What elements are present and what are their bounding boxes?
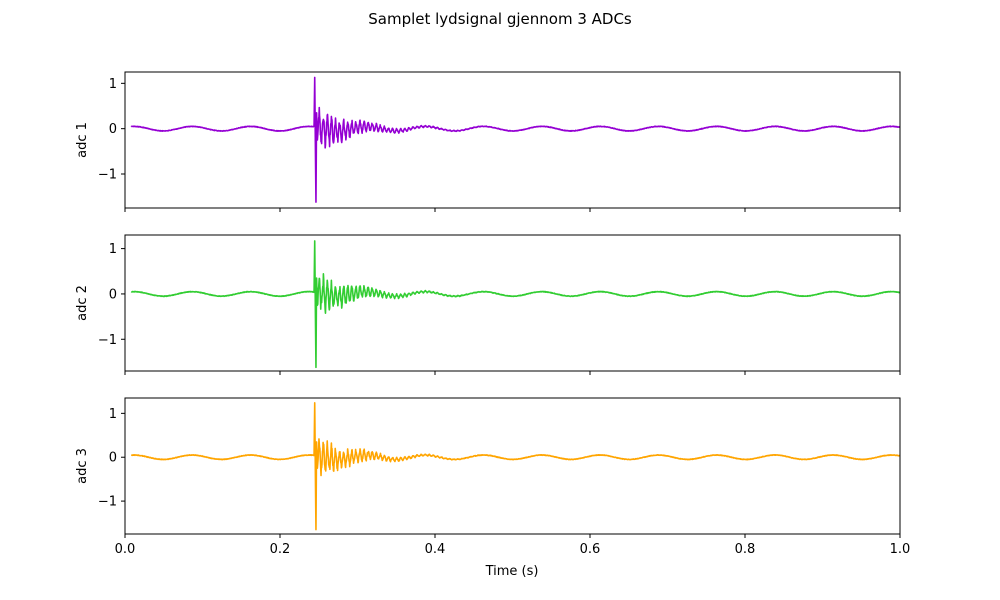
x-tick-label: 1.0 (890, 542, 911, 557)
figure-title: Samplet lydsignal gjennom 3 ADCs (368, 10, 632, 28)
subplot-1: 1 0 −1 adc 1 (75, 71, 901, 212)
subplot-2: 1 0 −1 adc 2 (75, 234, 901, 375)
series-line-adc-1 (130, 76, 901, 203)
y-tick-label: 0 (109, 122, 117, 137)
x-tick-label: 0.4 (425, 542, 446, 557)
y-tick-label: −1 (98, 495, 117, 510)
series-line-adc-3 (130, 402, 901, 531)
subplots: 1 0 −1 adc 1 1 0 −1 adc 2 1 0 −1 adc 3 0.0 0.2 0.4 0.6 0… (75, 71, 911, 557)
axes-frame (124, 397, 901, 535)
x-axis-label: Time (s) (485, 564, 539, 579)
y-axis-label: adc 3 (75, 448, 90, 484)
y-tick-label: −1 (98, 168, 117, 183)
y-axis-label: adc 2 (75, 285, 90, 321)
y-tick-label: 1 (109, 77, 117, 92)
y-tick-label: 1 (109, 407, 117, 422)
y-tick-label: 0 (109, 287, 117, 302)
y-tick-label: 0 (109, 451, 117, 466)
y-tick-label: 1 (109, 242, 117, 257)
x-tick-label: 0.0 (115, 542, 136, 557)
axes-frame (124, 234, 901, 372)
subplot-3: 1 0 −1 adc 3 0.0 0.2 0.4 0.6 0.8 1.0 (75, 397, 911, 557)
y-axis-label: adc 1 (75, 122, 90, 158)
x-tick-label: 0.2 (270, 542, 291, 557)
x-tick-label: 0.8 (735, 542, 756, 557)
y-tick-label: −1 (98, 333, 117, 348)
axes-frame (124, 71, 901, 209)
series-line-adc-2 (130, 240, 901, 369)
x-tick-label: 0.6 (580, 542, 601, 557)
